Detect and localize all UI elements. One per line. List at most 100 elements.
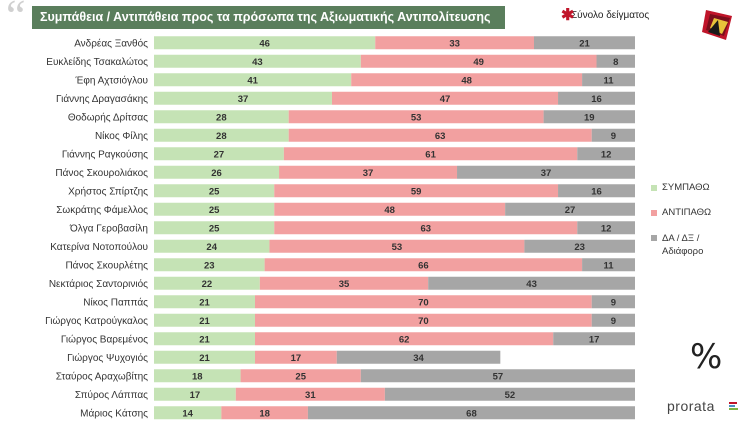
category-label: Χρήστος Σπίρτζης [68,185,148,197]
bar-segment-sympatho [154,332,256,346]
bar-segment-other [505,202,635,216]
data-label-other: 11 [604,75,615,86]
bar-segment-antipatho [274,202,506,216]
data-label-other: 43 [526,279,537,290]
bar-segment-antipatho [331,91,559,105]
category-label: Θοδωρής Δρίτσας [68,111,148,123]
data-label-antipatho: 25 [295,371,306,382]
data-label-sympatho: 25 [209,223,220,234]
bar-segment-other [553,332,635,346]
data-label-other: 34 [413,353,424,364]
data-label-sympatho: 23 [204,260,215,271]
legend-label-other: ΔΑ / ΔΞ / Αδιάφορο [662,233,704,257]
category-label: Νίκος Φίλης [95,130,148,142]
bar-segment-other [360,369,635,383]
data-label-antipatho: 61 [425,149,436,160]
bar-segment-other [533,36,635,50]
bar-segment-antipatho [255,332,554,346]
bar-segment-antipatho [255,295,592,309]
legend-item-sympatho: ΣΥΜΠΑΘΩ [651,182,710,193]
category-label: Νίκος Παππάς [83,296,148,308]
category-label: Γιώργος Κατρούγκαλος [45,315,148,327]
bar-segment-antipatho [283,147,578,161]
data-label-antipatho: 63 [420,223,431,234]
data-label-sympatho: 28 [216,131,227,142]
bar-segment-sympatho [154,91,332,105]
bar-segment-other [543,110,635,124]
bar-segment-other [558,91,635,105]
data-label-sympatho: 17 [190,390,201,401]
data-label-antipatho: 48 [384,205,395,216]
bar-segment-sympatho [154,128,289,142]
bar-segment-sympatho [154,350,256,364]
category-label: Μάριος Κάτσης [80,407,148,419]
data-label-other: 21 [579,38,590,49]
data-label-antipatho: 53 [411,112,422,123]
category-label: Πάνος Σκουρλέτης [65,259,148,271]
legend-item-antipatho: ΑΝΤΙΠΑΘΩ [651,207,711,218]
data-label-antipatho: 37 [363,168,374,179]
bar-segment-antipatho [269,239,525,253]
data-label-antipatho: 49 [473,57,484,68]
bar-segment-antipatho [235,387,385,401]
data-label-sympatho: 27 [214,149,225,160]
bar-segment-other [591,295,635,309]
data-label-antipatho: 70 [418,316,429,327]
data-label-other: 19 [584,112,595,123]
chart-title: Συμπάθεια / Αντιπάθεια προς τα πρόσωπα τ… [32,6,505,29]
data-label-other: 23 [574,242,585,253]
bar-segment-sympatho [154,73,352,87]
data-label-sympatho: 18 [192,371,203,382]
data-label-other: 9 [611,297,616,308]
data-label-antipatho: 63 [435,131,446,142]
category-label: Γιώργος Βαρεμένος [61,333,148,345]
bar-segment-sympatho [154,165,280,179]
bar-segment-sympatho [154,406,222,420]
bar-segment-antipatho [288,128,592,142]
bar-segment-sympatho [154,110,289,124]
bar-segment-sympatho [154,54,361,68]
bar-segment-antipatho [279,165,458,179]
data-label-sympatho: 25 [209,186,220,197]
bar-segment-other [524,239,635,253]
bar-segment-sympatho [154,221,275,235]
data-label-sympatho: 21 [199,297,210,308]
data-label-antipatho: 48 [461,75,472,86]
data-label-sympatho: 26 [211,168,222,179]
data-label-sympatho: 46 [259,38,270,49]
bar-segment-other [591,128,635,142]
data-label-other: 16 [591,186,602,197]
data-label-other: 27 [565,205,576,216]
bar-segment-sympatho [154,239,270,253]
data-label-other: 12 [601,149,612,160]
bar-segment-antipatho [240,369,361,383]
brand-mark-icon [729,402,738,410]
data-label-antipatho: 70 [418,297,429,308]
bar-segment-other [307,406,635,420]
data-label-other: 37 [541,168,552,179]
data-label-sympatho: 41 [247,75,258,86]
bar-segment-antipatho [264,258,583,272]
bar-segment-other [384,387,635,401]
bar-segment-sympatho [154,276,260,290]
legend-swatch-other [651,235,657,241]
sample-note-label: Σύνολο δείγματος [571,10,650,21]
category-label: Έφη Αχτσιόγλου [75,74,149,86]
data-label-antipatho: 33 [449,38,460,49]
data-label-other: 11 [604,260,615,271]
bar-segment-sympatho [154,387,236,401]
category-label: Νεκτάριος Σαντορινιός [49,278,148,290]
logo-icon [702,10,732,40]
data-label-sympatho: 21 [199,353,210,364]
brand-logo-text: prorata [667,398,715,414]
bar-segment-antipatho [375,36,534,50]
bar-segment-antipatho [259,276,429,290]
data-label-sympatho: 22 [202,279,213,290]
data-label-antipatho: 62 [399,334,410,345]
category-label: Ανδρέας Ξανθός [74,37,148,49]
category-label: Κατερίνα Νοτοπούλου [50,241,148,253]
legend-item-other: ΔΑ / ΔΞ / Αδιάφορο [651,232,731,258]
bar-segment-sympatho [154,295,256,309]
data-label-sympatho: 21 [199,334,210,345]
